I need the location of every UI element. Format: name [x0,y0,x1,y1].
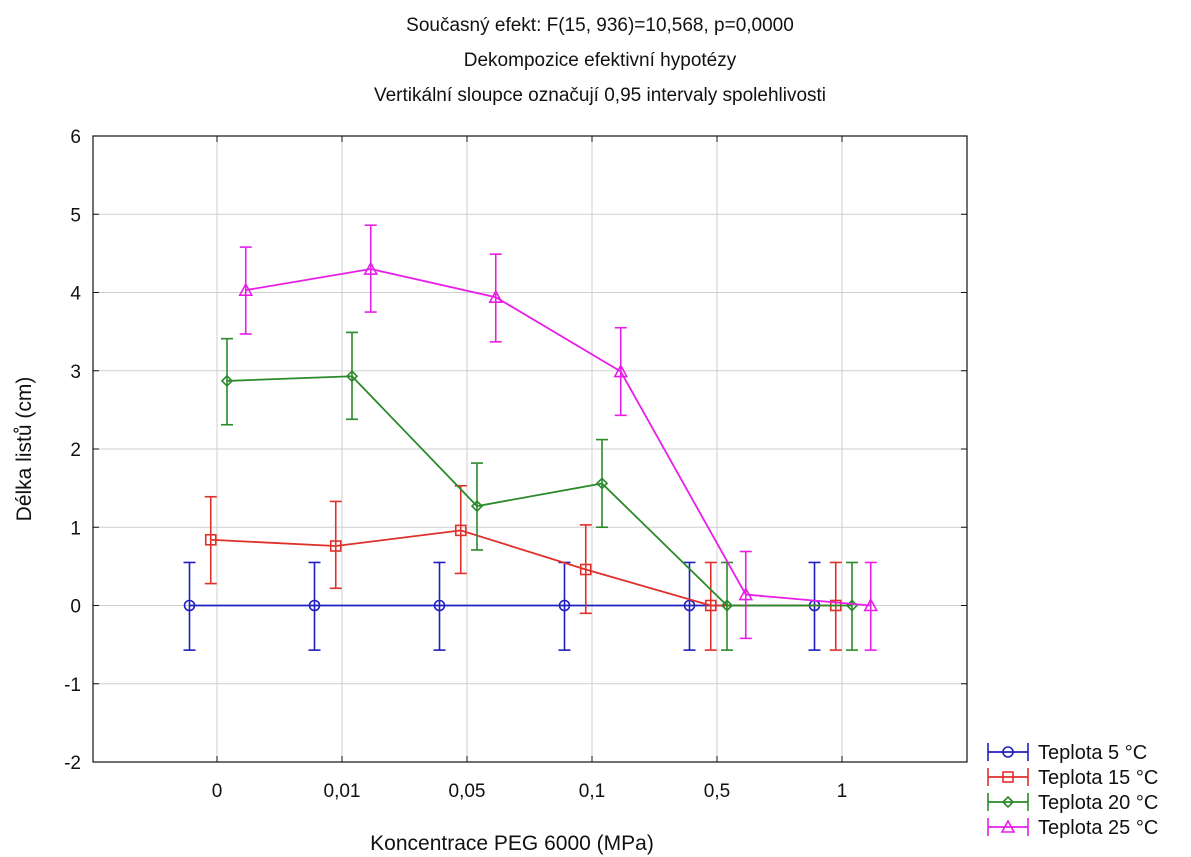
legend-item: Teplota 5 °C [987,742,1147,764]
legend-label: Teplota 20 °C [1038,792,1158,814]
axes: -2 -1 0 1 2 3 4 5 6 0 0,01 0,05 0,1 0,5 1 [64,127,967,802]
title-line-1: Současný efekt: F(15, 936)=10,568, p=0,0… [406,15,794,36]
data-point [363,261,379,275]
data-point [738,586,754,601]
data-point [454,524,467,537]
data-point [720,599,734,612]
x-tick-label: 0 [212,781,223,802]
legend-item: Teplota 15 °C [987,767,1158,789]
data-point [433,599,446,612]
legend-item: Teplota 20 °C [987,792,1158,814]
legend: Teplota 5 °C Teplota 15 °C Teplota 20 °C Te… [987,742,1158,839]
legend-marker [1001,795,1015,809]
y-tick-label: 5 [70,205,81,226]
x-tick-label: 0,5 [704,781,730,802]
data-point [220,374,234,388]
legend-marker [1000,819,1016,833]
legend-label: Teplota 5 °C [1038,742,1147,764]
y-tick-label: 6 [70,127,81,148]
data-point [488,289,504,303]
y-tick-label: -2 [64,753,81,774]
y-tick-label: 0 [70,597,81,618]
data-point [579,563,592,576]
data-point [183,599,196,612]
x-axis-label: Koncentrace PEG 6000 (MPa) [370,832,654,855]
data-point [595,477,609,490]
y-tick-label: 2 [70,440,81,461]
data-point [613,363,629,378]
y-tick-label: -1 [64,675,81,696]
data-point [683,599,696,612]
data-point [470,499,484,513]
series-line [245,268,871,607]
data-point [308,599,321,612]
y-axis-label: Délka listů (cm) [13,377,36,522]
x-tick-label: 0,01 [324,781,361,802]
legend-label: Teplota 15 °C [1038,767,1158,789]
y-tick-label: 3 [70,362,81,383]
data-point [558,599,571,612]
x-tick-label: 0,1 [579,781,605,802]
data-point [704,599,717,612]
x-tick-label: 0,05 [449,781,486,802]
chart-title: Současný efekt: F(15, 936)=10,568, p=0,0… [374,15,826,106]
title-line-3: Vertikální sloupce označují 0,95 interva… [374,85,826,106]
legend-label: Teplota 25 °C [1038,817,1158,839]
legend-marker [1002,746,1014,758]
title-line-2: Dekompozice efektivní hypotézy [464,50,737,71]
series-line [226,375,852,607]
grid [93,136,967,762]
data-point [863,597,879,612]
data-point [329,540,342,552]
series-layer [183,224,879,651]
series-3 [220,331,859,651]
legend-item: Teplota 25 °C [987,817,1158,839]
data-point [238,282,254,296]
data-point [204,533,217,546]
y-tick-label: 1 [70,518,81,539]
y-tick-label: 4 [70,284,81,305]
x-tick-label: 1 [837,781,848,802]
data-point [345,370,359,383]
legend-marker [1002,771,1014,783]
series-4 [238,224,879,651]
